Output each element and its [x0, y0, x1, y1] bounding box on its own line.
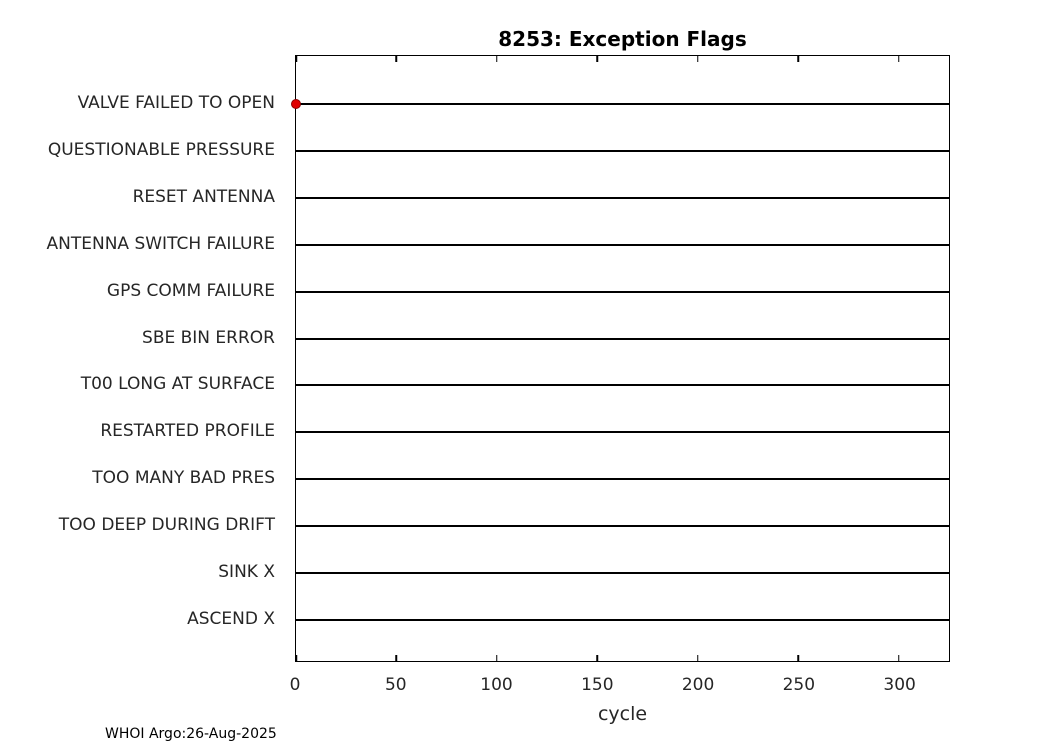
x-tick-mark — [596, 655, 599, 661]
y-axis-label: TOO MANY BAD PRES — [92, 468, 275, 488]
x-tick-mark — [697, 56, 699, 62]
grid-line — [296, 572, 949, 574]
x-tick-label: 150 — [581, 675, 614, 695]
y-axis-label: ANTENNA SWITCH FAILURE — [46, 234, 275, 254]
y-axis-label: SINK X — [218, 562, 275, 582]
x-tick-label: 0 — [289, 675, 301, 695]
y-axis-label: TOO DEEP DURING DRIFT — [58, 515, 275, 535]
grid-line — [296, 244, 949, 246]
chart-title: 8253: Exception Flags — [498, 27, 747, 51]
x-tick-label: 300 — [883, 675, 916, 695]
x-tick-label: 200 — [681, 675, 715, 695]
x-tick-mark — [898, 56, 900, 62]
grid-line — [296, 384, 949, 386]
y-axis-label: RESET ANTENNA — [132, 187, 275, 207]
x-tick-label: 50 — [384, 675, 407, 695]
grid-line — [296, 338, 949, 340]
y-axis-label: VALVE FAILED TO OPEN — [77, 93, 275, 113]
grid-line — [296, 103, 949, 105]
y-axis-label: SBE BIN ERROR — [142, 328, 275, 348]
y-axis-label: T00 LONG AT SURFACE — [80, 374, 275, 394]
x-tick-mark — [496, 655, 498, 661]
x-tick-mark — [395, 655, 398, 661]
grid-line — [296, 197, 949, 199]
x-tick-mark — [596, 56, 599, 62]
y-axis-labels: VALVE FAILED TO OPEN QUESTIONABLE PRESSU… — [0, 55, 285, 662]
y-axis-label: QUESTIONABLE PRESSURE — [47, 140, 275, 160]
x-tick-mark — [797, 56, 800, 62]
grid-line — [296, 291, 949, 293]
x-tick-mark — [697, 655, 699, 661]
x-tick-mark — [496, 56, 498, 62]
y-axis-label: ASCEND X — [187, 609, 275, 629]
x-tick-mark — [395, 56, 398, 62]
x-tick-mark — [797, 655, 800, 661]
data-point — [291, 99, 301, 109]
plot-area — [291, 55, 950, 662]
grid-line — [296, 431, 949, 433]
x-axis-label: cycle — [597, 703, 648, 725]
x-tick-mark — [898, 655, 900, 661]
grid-line — [296, 150, 949, 152]
x-tick-label: 100 — [480, 675, 513, 695]
footer-text: WHOI Argo:26-Aug-2025 — [105, 726, 277, 742]
grid-line — [296, 525, 949, 527]
x-axis-ticks: 0 50 100 150 200 250 300 — [290, 675, 950, 699]
x-tick-mark — [295, 56, 297, 62]
y-axis-label: RESTARTED PROFILE — [100, 421, 275, 441]
x-tick-label: 250 — [782, 675, 816, 695]
x-tick-mark — [295, 655, 297, 661]
y-axis-label: GPS COMM FAILURE — [106, 281, 275, 301]
grid-line — [296, 478, 949, 480]
grid-line — [296, 619, 949, 621]
